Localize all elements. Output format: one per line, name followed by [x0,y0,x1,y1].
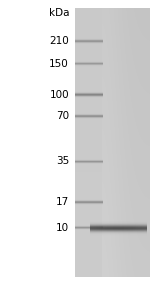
Bar [0,0,75,283]
Text: kDa: kDa [48,8,69,18]
Text: 210: 210 [49,36,69,46]
Text: 35: 35 [56,156,69,166]
Text: 10: 10 [56,223,69,233]
Text: 17: 17 [56,197,69,207]
Text: 100: 100 [49,90,69,100]
Text: 150: 150 [49,59,69,69]
Text: 70: 70 [56,111,69,121]
